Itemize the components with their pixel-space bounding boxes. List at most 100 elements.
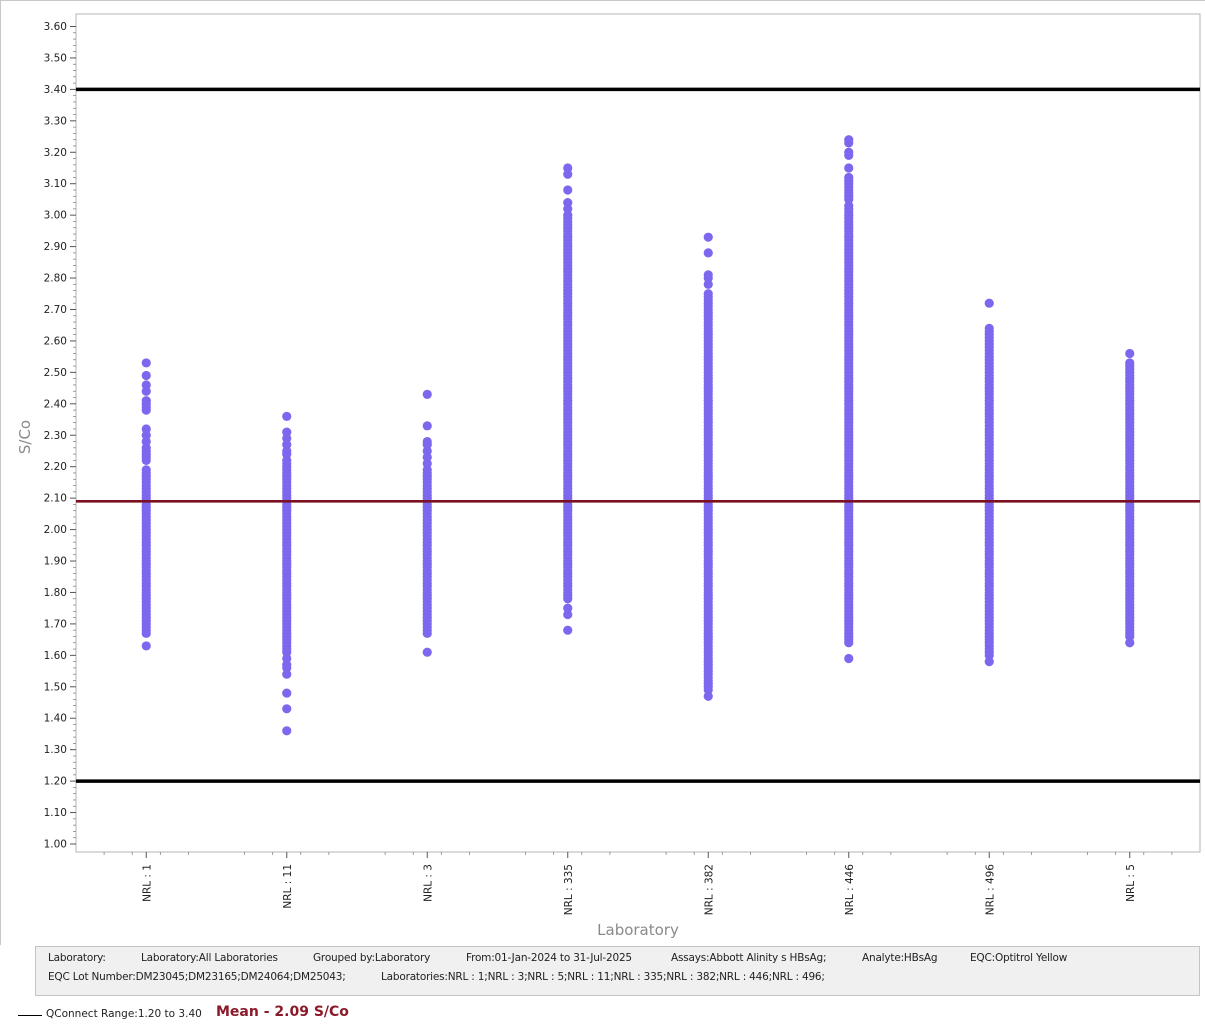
data-point [422,446,432,456]
y-tick-label: 1.10 [44,807,67,819]
data-point [422,465,432,475]
y-tick-label: 3.60 [44,21,67,33]
assays: Assays:Abbott Alinity s HBsAg; [671,952,827,964]
data-point [141,396,151,406]
data-point [844,147,854,157]
y-tick-label: 2.80 [44,273,67,285]
data-point [282,440,292,450]
y-tick-label: 1.20 [44,776,67,788]
data-point [563,185,573,195]
data-point [282,688,292,698]
data-point [984,657,994,667]
x-tick-label: NRL : 382 [703,864,715,915]
y-tick-label: 2.50 [44,367,67,379]
data-point [844,653,854,664]
data-point [703,270,713,280]
y-tick-label: 2.70 [44,304,67,316]
data-point [563,197,573,208]
data-point [703,691,713,701]
y-tick-label: 2.40 [44,398,67,410]
data-point [844,135,854,145]
x-tick-label: NRL : 496 [984,864,996,916]
data-point [282,653,292,664]
data-point [141,424,151,434]
data-point [282,427,292,437]
eqc: EQC:Optitrol Yellow [970,952,1068,964]
data-point [844,172,854,183]
legend-range-line [18,1015,42,1016]
data-point [141,370,151,381]
chart-frame: 1.00 1.10 1.20 1.30 1.40 1.50 1.60 1.70 1.80 1.90… [0,0,1205,945]
data-point [282,446,292,456]
y-tick-label: 1.80 [44,587,67,599]
data-point [141,380,151,390]
data-point [282,455,292,466]
y-tick-label: 3.40 [44,84,67,96]
data-point [984,323,994,333]
data-point [563,169,573,179]
data-point [422,647,432,657]
x-axis-title: Laboratory [597,921,679,939]
x-tick-label: NRL : 11 [282,864,294,909]
y-tick-label: 1.70 [44,618,67,630]
y-tick-label: 2.20 [44,461,67,473]
y-tick-label: 2.10 [44,493,67,505]
laboratory-filter: Laboratory:All Laboratories [141,952,278,964]
grouped-by: Grouped by:Laboratory [313,952,431,964]
laboratories-list: Laboratories:NRL : 1;NRL : 3;NRL : 5;NRL… [381,971,825,983]
laboratory-label: Laboratory: [48,952,106,964]
y-tick-label: 1.50 [44,681,67,693]
y-tick-label: 3.50 [44,52,67,64]
y-tick-label: 2.60 [44,335,67,347]
data-point [984,298,994,308]
data-point [1125,638,1135,648]
y-tick-label: 3.10 [44,178,67,190]
y-tick-label: 2.90 [44,241,67,253]
y-tick-label: 3.20 [44,147,67,159]
data-point [422,436,432,447]
data-point [563,163,573,173]
data-point [282,411,292,421]
data-point [141,358,151,368]
y-tick-label: 1.40 [44,713,67,725]
date-range: From:01-Jan-2024 to 31-Jul-2025 [466,952,632,964]
data-point [422,421,432,431]
legend-mean-text: Mean - 2.09 S/Co [216,1004,349,1020]
data-point [141,386,151,396]
data-point [422,458,432,469]
x-tick-label: NRL : 335 [563,864,575,915]
data-point [141,465,151,475]
data-point [282,433,292,443]
y-tick-label: 2.30 [44,430,67,442]
scatter-chart: 1.00 1.10 1.20 1.30 1.40 1.50 1.60 1.70 1.80 1.90… [16,13,1201,939]
data-point [282,660,292,670]
data-point [282,726,292,736]
data-point [1125,348,1135,359]
y-tick-label: 2.00 [44,524,67,536]
data-point [282,704,292,714]
data-point [422,389,432,399]
data-point [563,210,573,220]
data-point [563,204,573,214]
y-tick-label: 1.30 [44,744,67,756]
data-point [703,232,713,242]
data-point [844,163,854,173]
analyte: Analyte:HBsAg [862,952,938,964]
data-point [703,289,713,299]
y-tick-label: 1.00 [44,839,67,851]
data-point [141,430,151,440]
data-point [703,248,713,258]
plot-area [75,13,1201,853]
y-axis-title: S/Co [16,420,34,454]
chart-info-panel: Laboratory: Laboratory:All Laboratories … [35,946,1200,996]
data-point [1125,358,1135,368]
x-tick-label: NRL : 5 [1125,864,1137,902]
data-point [563,625,573,635]
data-point [282,669,292,679]
y-tick-label: 1.90 [44,556,67,568]
data-point [703,279,713,289]
eqc-lot-number: EQC Lot Number:DM23045;DM23165;DM24064;D… [48,971,346,983]
data-point [422,452,432,462]
data-point [141,443,151,453]
data-point [141,641,151,651]
